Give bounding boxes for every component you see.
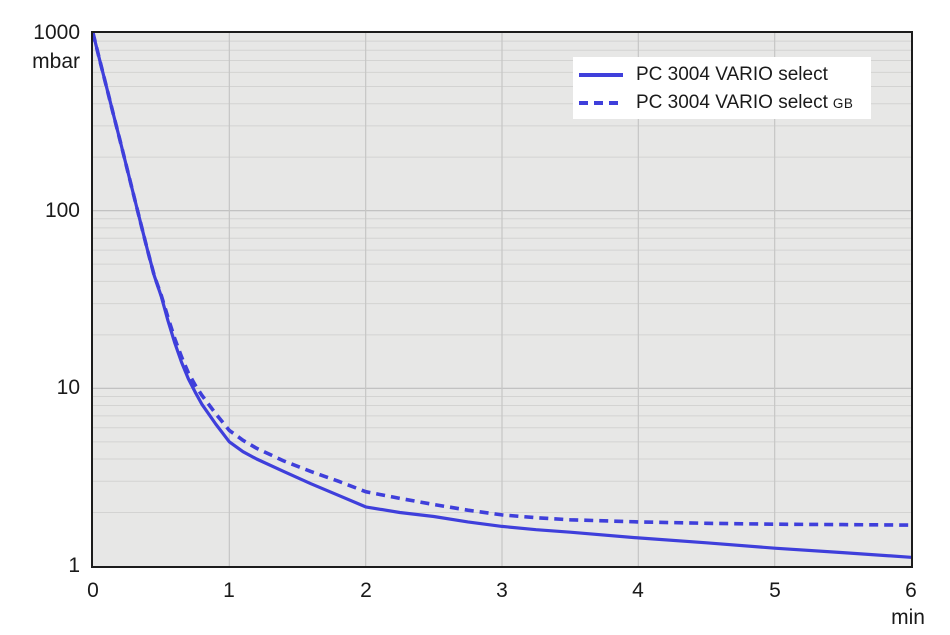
x-tick-label: 3: [496, 579, 508, 602]
y-tick-label: 10: [56, 376, 80, 399]
legend-label-dashed: PC 3004 VARIO select: [636, 92, 828, 113]
x-tick-label: 2: [360, 579, 372, 602]
x-tick-label: 5: [769, 579, 781, 602]
legend-row-dashed: PC 3004 VARIO select GB: [573, 89, 871, 117]
chart-canvas: [93, 33, 911, 566]
legend: PC 3004 VARIO select PC 3004 VARIO selec…: [573, 57, 871, 119]
legend-label-solid: PC 3004 VARIO select: [636, 64, 828, 85]
y-tick-label: 1000: [33, 21, 80, 44]
x-tick-label: 0: [87, 579, 99, 602]
legend-row-solid: PC 3004 VARIO select: [573, 61, 871, 89]
y-tick-label: 1: [68, 554, 80, 577]
curve-dashed: [93, 33, 911, 527]
dashed-line-swatch: [579, 101, 623, 105]
curve-solid: [93, 33, 911, 559]
solid-line-swatch: [579, 73, 623, 77]
legend-label-dashed-suffix: GB: [832, 95, 854, 111]
x-tick-label: 6: [905, 579, 917, 602]
y-axis-unit-label: mbar: [32, 50, 80, 73]
x-tick-label: 1: [223, 579, 235, 602]
x-axis-unit-label: min: [891, 606, 925, 629]
plot-area: [91, 31, 913, 568]
y-tick-label: 100: [44, 199, 80, 222]
x-tick-label: 4: [632, 579, 644, 602]
